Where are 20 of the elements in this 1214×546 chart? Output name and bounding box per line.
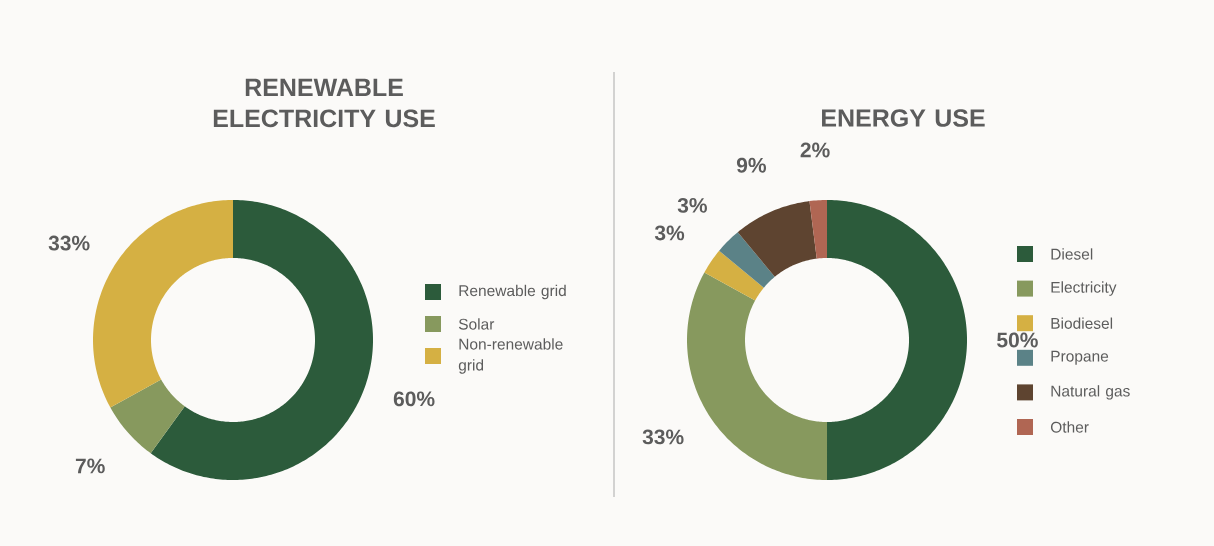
chart-title: ENERGY USE [822,109,985,127]
legend-label: Natural gas [1051,385,1130,400]
data-label: 33% [48,235,90,251]
data-label: 60% [393,391,435,407]
data-label: 3% [677,197,707,213]
legend-label: Solar [458,318,495,330]
data-label: 33% [642,429,684,445]
legend-label: Non-renewable grid [458,338,563,374]
legend-label: Propane [1051,350,1109,365]
legend-label: Renewable grid [459,284,566,300]
data-label: 9% [736,157,767,173]
data-label: 50% [997,332,1038,348]
data-label: 7% [75,458,105,474]
legend-label: Electricity [1051,281,1117,296]
data-label: 3% [654,225,685,241]
data-label: 2% [800,142,830,158]
legend-label: Diesel [1051,248,1093,260]
legend-label: Other [1050,421,1089,433]
legend-label: Biodiesel [1051,317,1113,329]
chart-title: RENEWABLE ELECTRICITY USE [213,78,435,128]
